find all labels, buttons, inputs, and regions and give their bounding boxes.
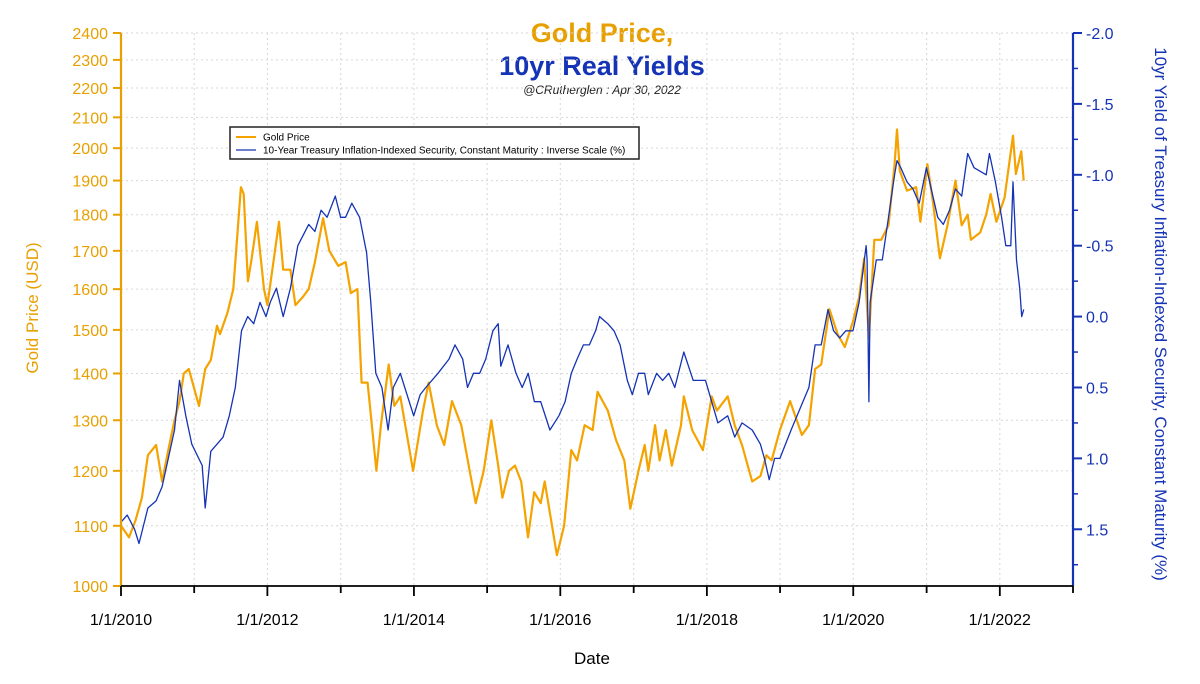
legend-label-real-yield: 10-Year Treasury Inflation-Indexed Secur… [263,146,625,157]
x-tick-label: 1/1/2014 [383,612,445,629]
y-left-tick-label: 1300 [72,413,108,430]
y-left-tick-label: 1400 [72,366,108,383]
y-left-tick-label: 1700 [72,244,108,261]
chart-title-line2: 10yr Real Yields [499,51,705,81]
chart-subtitle: @CRutherglen : Apr 30, 2022 [523,83,681,97]
axes-layer [119,33,1075,587]
y-right-tick-label: -1.0 [1086,168,1114,185]
legend: Gold Price 10-Year Treasury Inflation-In… [229,126,640,160]
y-left-tick-label: 1000 [72,579,108,596]
y-right-tick-label: 1.0 [1086,451,1108,468]
y-left-tick-label: 2200 [72,81,108,98]
x-tick-label: 1/1/2016 [529,612,591,629]
x-axis-label: Date [574,649,610,668]
y-left-tick-label: 1200 [72,464,108,481]
y-right-tick-label: -1.5 [1086,97,1114,114]
x-tick-label: 1/1/2010 [90,612,152,629]
y-left-tick-label: 1100 [74,519,109,536]
series-layer [120,128,1025,557]
y-axis-right-label: 10yr Yield of Treasury Inflation-Indexed… [1151,47,1170,581]
y-left-tick-label: 2300 [72,53,108,70]
series-line-gold-price [120,128,1025,557]
y-left-tick-label: 2000 [72,141,108,158]
legend-label-gold: Gold Price [263,133,310,144]
y-left-tick-label: 2400 [72,26,108,43]
y-right-tick-label: -0.5 [1086,239,1114,256]
y-right-tick-label: 0.5 [1086,380,1108,397]
series-line-real-yield [120,152,1025,545]
x-tick-label: 1/1/2018 [676,612,738,629]
y-axis-left-label: Gold Price (USD) [23,242,42,373]
y-left-tick-label: 1600 [72,282,108,299]
y-left-tick-label: 2100 [72,110,108,127]
ticks-layer: 1000 1100 1200 1300 1400 1500 1600 1700 1800 1900… [72,26,1113,629]
y-right-tick-label: 0.0 [1086,310,1108,327]
y-left-tick-label: 1900 [72,174,108,191]
x-tick-label: 1/1/2012 [236,612,298,629]
y-left-tick-label: 1800 [72,208,108,225]
x-tick-label: 1/1/2022 [969,612,1031,629]
grid-layer [121,32,1074,586]
y-left-tick-label: 1500 [72,323,108,340]
legend-box [229,126,640,160]
y-right-tick-label: 1.5 [1086,522,1108,539]
x-tick-label: 1/1/2020 [822,612,884,629]
y-right-tick-label: -2.0 [1086,26,1114,43]
